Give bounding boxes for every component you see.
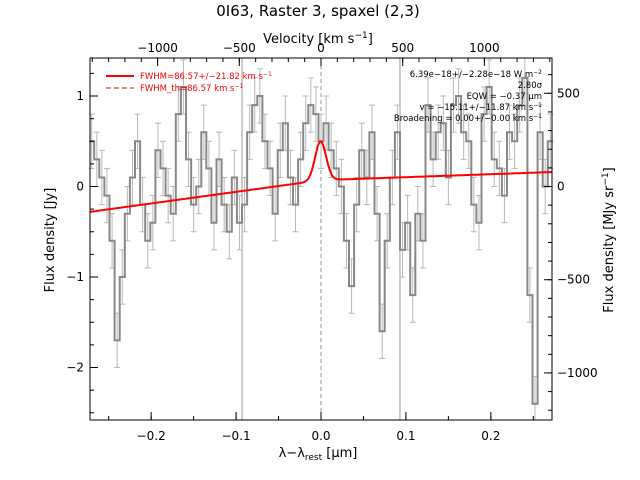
annotation-eqw: EQW = −0.37 μm — [467, 92, 542, 102]
x-tick-label: −0.2 — [137, 429, 166, 443]
y-tick-label: 0 — [76, 180, 84, 194]
fit-annotations: 6.39e−18+/−2.28e−18 W m−2 2.80σ EQW = −0… — [394, 69, 543, 124]
right-tick-label: 500 — [557, 86, 580, 100]
right-tick-label: −500 — [557, 273, 590, 287]
left-axis-label: Flux density [Jy] — [43, 188, 58, 293]
x-tick-label: 0.0 — [311, 429, 330, 443]
y-tick-label: 1 — [76, 89, 84, 103]
top-axis-label: Velocity [km s−1] — [263, 31, 373, 47]
x-tick-label: 0.1 — [396, 429, 415, 443]
annotation-broadening: Broadening = 0.00+/−0.00 km s−1 — [394, 113, 542, 124]
fit-series — [89, 140, 553, 213]
annotation-significance: 2.80σ — [518, 81, 543, 91]
top-tick-label: −500 — [223, 41, 256, 55]
top-tick-label: −1000 — [137, 41, 178, 55]
y-tick-label: −1 — [66, 270, 84, 284]
fit-line — [89, 140, 553, 213]
legend-th-label: FWHM_th=86.57 km s−1 — [140, 83, 244, 94]
x-tick-label: 0.2 — [481, 429, 500, 443]
top-tick-label: 0 — [317, 41, 325, 55]
bottom-axis-label: λ−λrest [μm] — [279, 446, 358, 463]
top-tick-label: 1000 — [469, 41, 500, 55]
annotation-velocity: v = −15.11+/−11.87 km s−1 — [420, 102, 543, 113]
right-tick-label: −1000 — [557, 366, 598, 380]
y-tick-label: −2 — [66, 361, 84, 375]
x-tick-label: −0.1 — [222, 429, 251, 443]
right-axis-label: Flux density [MJy sr−1] — [601, 167, 617, 312]
axis-ticks: −0.2 −0.1 0.0 0.1 0.2 −2 −1 0 1 −1000 −500 0 500 1000… — [66, 41, 597, 443]
legend-fit-label: FWHM=86.57+/−21.82 km s−1 — [140, 71, 272, 82]
right-tick-label: 0 — [557, 180, 565, 194]
legend: FWHM=86.57+/−21.82 km s−1 FWHM_th=86.57 … — [106, 71, 272, 94]
chart-title: 0I63, Raster 3, spaxel (2,3) — [216, 2, 419, 20]
annotation-flux: 6.39e−18+/−2.28e−18 W m−2 — [410, 69, 542, 80]
top-tick-label: 500 — [391, 41, 414, 55]
